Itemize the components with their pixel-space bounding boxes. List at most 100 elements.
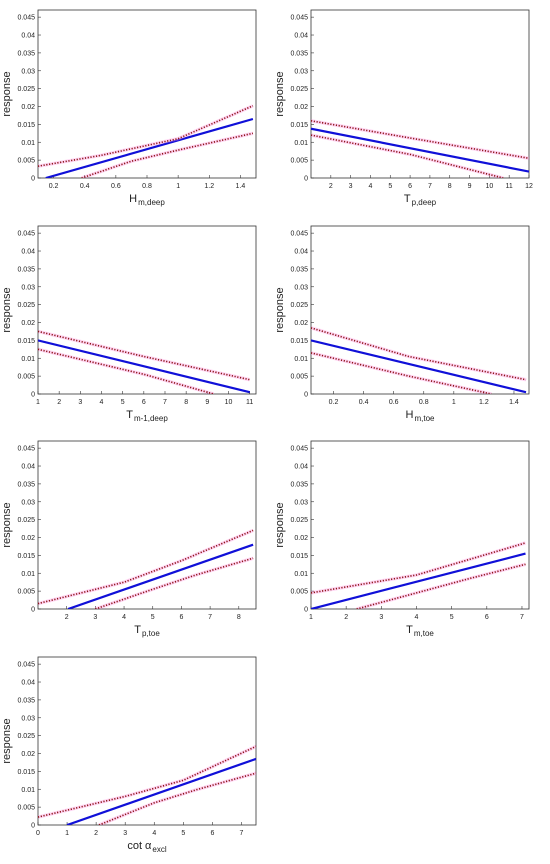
y-tick-label: 0 — [304, 176, 308, 183]
y-tick-label: 0.03 — [294, 284, 308, 291]
x-tick-label: 3 — [349, 183, 353, 190]
x-tick-label: 7 — [163, 399, 167, 406]
y-tick-label: 0.025 — [17, 86, 35, 93]
x-tick-label: 0.8 — [419, 399, 429, 406]
series-group — [311, 119, 529, 178]
fit-line — [67, 543, 254, 609]
ci-lower-line — [311, 134, 504, 178]
ci-upper-line — [311, 327, 527, 381]
ci-upper-halo — [311, 119, 529, 160]
y-axis-label: response — [1, 287, 13, 332]
ci-lower-line — [356, 563, 526, 609]
y-tick-label: 0.015 — [290, 553, 308, 560]
x-tick-label: 1 — [309, 614, 313, 621]
fit-line — [311, 339, 527, 394]
x-tick-label: 4 — [122, 614, 126, 621]
fit-line — [38, 339, 250, 394]
fit-line — [45, 117, 254, 178]
y-tick-label: 0 — [304, 392, 308, 399]
ci-upper-line — [38, 745, 256, 818]
x-tick-label: 0.2 — [329, 399, 339, 406]
y-tick-label: 0.01 — [294, 571, 308, 578]
y-tick-label: 0.01 — [21, 571, 35, 578]
y-tick-label: 0.035 — [17, 481, 35, 488]
x-axis-label-main: T — [134, 624, 141, 636]
chart-panel-1: 0 0.005 0.01 0.015 0.02 0.025 0.03 0.035 0.04 0.0… — [1, 9, 257, 207]
y-tick-label: 0.025 — [290, 517, 308, 524]
y-tick-label: 0 — [31, 607, 35, 614]
y-axis-label: response — [1, 502, 13, 547]
y-tick-label: 0.025 — [17, 733, 35, 740]
chart-panel-2: 0 0.005 0.01 0.015 0.02 0.025 0.03 0.035 0.04 0.0… — [274, 9, 533, 207]
x-tick-label: 5 — [151, 614, 155, 621]
plot-area: 0 0.005 0.01 0.015 0.02 0.025 0.03 0.035 0.04 0.0… — [274, 440, 530, 638]
x-tick-label: 8 — [448, 183, 452, 190]
y-tick-label: 0.045 — [17, 15, 35, 22]
x-tick-label: 10 — [225, 399, 233, 406]
series-group — [311, 326, 527, 394]
x-tick-label: 11 — [506, 183, 513, 190]
x-axis-label-sub: m,deep — [138, 198, 165, 207]
y-tick-label: 0.01 — [21, 356, 35, 363]
y-axis-label: response — [1, 718, 13, 763]
y-tick-label: 0.015 — [17, 122, 35, 129]
plot-area: 0 0.005 0.01 0.015 0.02 0.025 0.03 0.035 0.04 0.0… — [1, 9, 257, 207]
y-tick-label: 0.015 — [290, 122, 308, 129]
x-axis-label: Tm,toe — [406, 624, 434, 638]
x-tick-label: 6 — [485, 614, 489, 621]
y-tick-label: 0.02 — [21, 535, 35, 542]
series-group — [38, 104, 254, 178]
chart-panel-3: 0 0.005 0.01 0.015 0.02 0.025 0.03 0.035 0.04 0.0… — [1, 225, 257, 423]
x-tick-label: 1 — [65, 830, 69, 837]
x-tick-label: 2 — [94, 830, 98, 837]
y-tick-label: 0.02 — [294, 104, 308, 111]
y-tick-label: 0.035 — [17, 266, 35, 273]
y-tick-label: 0.04 — [21, 680, 35, 687]
ci-upper-halo — [38, 329, 251, 382]
plot-area: 0 0.005 0.01 0.015 0.02 0.025 0.03 0.035 0.04 0.0… — [274, 9, 533, 207]
y-axis-label: response — [274, 287, 286, 332]
y-tick-label: 0.02 — [21, 320, 35, 327]
y-axis-label: response — [274, 502, 286, 547]
x-axis-label-sub: excl — [152, 845, 166, 854]
y-tick-label: 0.01 — [21, 140, 35, 147]
chart-panel-7: 0 0.005 0.01 0.015 0.02 0.025 0.03 0.035 0.04 0.0… — [1, 656, 257, 854]
plot-area: 0 0.005 0.01 0.015 0.02 0.025 0.03 0.035 0.04 0.0… — [274, 225, 530, 423]
x-tick-label: 5 — [121, 399, 125, 406]
y-tick-label: 0.015 — [17, 338, 35, 345]
x-axis-label-sub: p,deep — [412, 198, 437, 207]
x-axis-label-main: H — [406, 409, 414, 421]
fit-line — [66, 757, 256, 825]
series-group — [311, 541, 526, 609]
series-group — [38, 744, 256, 825]
x-tick-label: 0 — [36, 830, 40, 837]
axes-box — [37, 225, 257, 395]
series-group — [38, 528, 254, 609]
series-group — [38, 329, 251, 394]
y-axis-label: response — [274, 71, 286, 116]
y-tick-label: 0.045 — [290, 446, 308, 453]
y-tick-label: 0.04 — [21, 33, 35, 40]
y-tick-label: 0.035 — [290, 481, 308, 488]
x-tick-label: 2 — [329, 183, 333, 190]
axes-box — [37, 9, 257, 179]
fit-line — [311, 127, 529, 173]
y-tick-label: 0.01 — [294, 140, 308, 147]
y-tick-label: 0.025 — [17, 302, 35, 309]
y-tick-label: 0.03 — [294, 68, 308, 75]
y-tick-label: 0 — [31, 392, 35, 399]
x-tick-label: 1 — [452, 399, 456, 406]
y-tick-label: 0.01 — [21, 787, 35, 794]
ci-lower-line — [311, 352, 492, 394]
x-tick-label: 1 — [36, 399, 40, 406]
x-axis-label-main: H — [129, 193, 137, 205]
x-tick-label: 7 — [240, 830, 244, 837]
fit-line — [311, 552, 526, 609]
y-tick-label: 0.005 — [290, 158, 308, 165]
y-tick-label: 0.03 — [21, 715, 35, 722]
plot-area: 0 0.005 0.01 0.015 0.02 0.025 0.03 0.035 0.04 0.0… — [1, 225, 257, 423]
x-tick-label: 2 — [344, 614, 348, 621]
y-tick-label: 0.025 — [290, 86, 308, 93]
y-tick-label: 0.02 — [294, 320, 308, 327]
